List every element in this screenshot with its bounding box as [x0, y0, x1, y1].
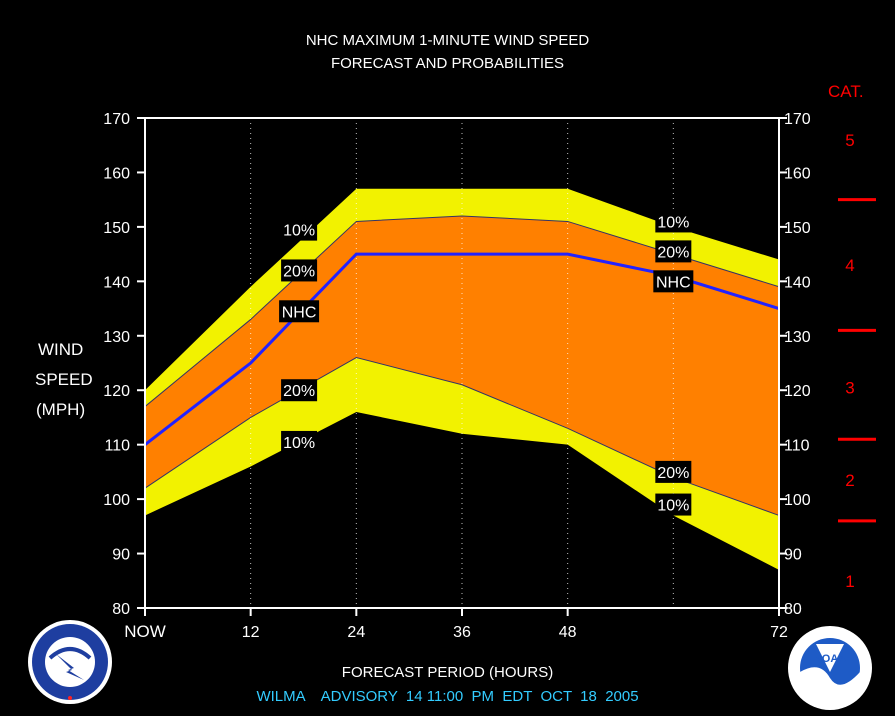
x-tick-labels: NOW 12 24 36 48 72 [124, 622, 788, 641]
band-label-text: NHC [656, 274, 691, 291]
category-label-2: 2 [845, 471, 854, 490]
y-tick-label-right: 140 [784, 274, 811, 291]
y-tick-label-left: 140 [103, 274, 130, 291]
y-tick-label-left: 130 [103, 329, 130, 346]
band-label-text: 20% [283, 383, 315, 400]
band-label-box [281, 259, 318, 282]
y-tick-label-right: 100 [784, 492, 811, 509]
band-label-box [655, 493, 692, 516]
y-tick-labels-right: 80 90 100 110 120 130 140 150 160 170 [784, 111, 811, 618]
band-label-text: 10% [283, 435, 315, 452]
y-tick-label-right: 150 [784, 220, 811, 237]
category-label-3: 3 [845, 379, 854, 398]
band-label: 20% [281, 379, 318, 402]
band-label-box [281, 218, 318, 241]
category-axis-title: CAT. [828, 82, 864, 101]
category-label-5: 5 [845, 131, 854, 150]
band-label-text: 20% [657, 465, 689, 482]
band-label-box [655, 240, 692, 263]
advisory-line: WILMA ADVISORY 14 11:00 PM EDT OCT 18 20… [256, 688, 639, 705]
y-tick-label-left: 110 [104, 438, 130, 455]
band-label-box [281, 379, 318, 402]
x-tick-label: 24 [347, 624, 365, 641]
band-label-text: 10% [283, 223, 315, 240]
y-tick-label-right: 80 [784, 601, 802, 618]
y-tick-label-left: 170 [103, 111, 130, 128]
band-label: 20% [655, 460, 692, 483]
x-tick-label: 36 [453, 624, 471, 641]
y-tick-label-right: 170 [784, 111, 811, 128]
band-20-percent [145, 216, 779, 516]
band-label: 10% [655, 210, 692, 233]
band-label: 20% [655, 240, 692, 263]
band-label-text: 20% [283, 263, 315, 280]
y-tick-label-left: 100 [103, 492, 130, 509]
band-label-box [281, 430, 318, 453]
x-tick-label: 12 [242, 624, 260, 641]
y-tick-label-left: 150 [103, 220, 130, 237]
y-tick-label-left: 90 [112, 547, 130, 564]
band-label: 10% [281, 430, 318, 453]
noaa-seal-icon: NOAA [788, 626, 872, 710]
y-axis-label-line3: (MPH) [36, 400, 86, 419]
x-axis-label: FORECAST PERIOD (HOURS) [341, 664, 554, 681]
x-tick-label: 72 [770, 624, 788, 641]
y-axis-label-line2: SPEED [35, 370, 93, 389]
category-scale: 1 2 3 4 5 [838, 131, 876, 591]
band-label: 20% [281, 259, 318, 282]
band-labels: 10% 20% NHC 20% 10% 10% 20% NHC 20% 10% [279, 210, 694, 516]
y-tick-label-left: 160 [103, 165, 130, 182]
x-tick-label: 48 [559, 624, 577, 641]
x-tick-label: NOW [124, 622, 166, 641]
noaa-logo-text: NOAA [814, 653, 846, 665]
band-label-text: 10% [657, 214, 689, 231]
chart-subtitle: FORECAST AND PROBABILITIES [330, 55, 565, 72]
band-label-text: 20% [657, 244, 689, 261]
y-axis-label-line1: WIND [38, 340, 84, 359]
category-label-4: 4 [845, 256, 854, 275]
band-label-text: 10% [657, 498, 689, 515]
category-label-1: 1 [845, 572, 854, 591]
y-tick-label-right: 130 [784, 329, 811, 346]
band-label-box [655, 210, 692, 233]
y-tick-label-right: 160 [784, 165, 811, 182]
y-tick-label-right: 110 [784, 438, 810, 455]
band-label-box [655, 460, 692, 483]
nws-seal-icon [28, 620, 112, 704]
y-tick-labels-left: 80 90 100 110 120 130 140 150 160 170 [103, 111, 130, 618]
band-label: 10% [281, 218, 318, 241]
band-label-box [653, 270, 694, 293]
band-label-box [279, 300, 320, 323]
y-tick-label-right: 90 [784, 547, 802, 564]
band-label: 10% [655, 493, 692, 516]
y-tick-label-right: 120 [784, 383, 811, 400]
band-label: NHC [653, 270, 694, 293]
y-tick-label-left: 120 [103, 383, 130, 400]
band-label: NHC [279, 300, 320, 323]
band-label-text: NHC [282, 304, 317, 321]
y-tick-label-left: 80 [112, 601, 130, 618]
chart-title: NHC MAXIMUM 1-MINUTE WIND SPEED [305, 32, 590, 49]
axis-ticks [137, 117, 787, 616]
probability-bands [145, 188, 779, 570]
